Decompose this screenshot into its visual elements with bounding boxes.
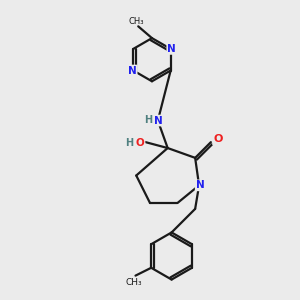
Text: N: N	[128, 65, 137, 76]
Text: CH₃: CH₃	[125, 278, 142, 287]
Text: N: N	[154, 116, 163, 126]
Text: N: N	[196, 180, 204, 190]
Text: O: O	[136, 138, 145, 148]
Text: H: H	[144, 115, 152, 124]
Text: H: H	[125, 138, 134, 148]
Text: N: N	[167, 44, 176, 54]
Text: CH₃: CH₃	[128, 17, 144, 26]
Text: O: O	[213, 134, 222, 144]
